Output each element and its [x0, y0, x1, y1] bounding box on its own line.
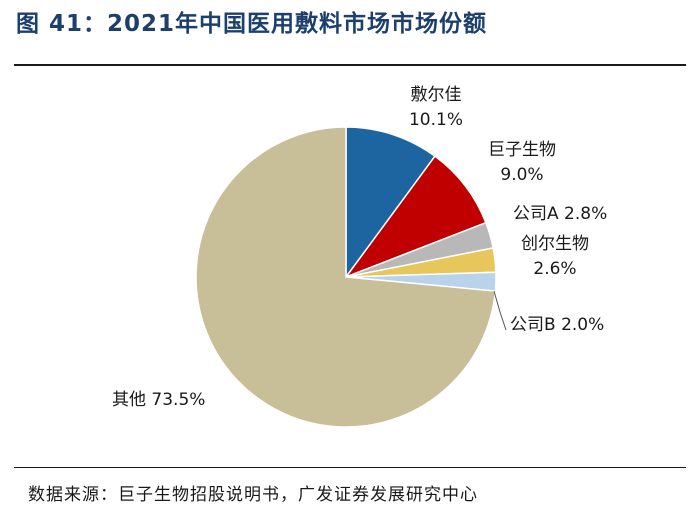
- slice-label-name: 公司A: [513, 204, 559, 224]
- slice-label-name: 创尔生物: [521, 234, 589, 254]
- slice-label-name: 公司B: [510, 315, 556, 335]
- source-note: 数据来源：巨子生物招股说明书，广发证券发展研究中心: [28, 485, 478, 505]
- title-rule: [14, 64, 686, 66]
- slice-label-name: 敷尔佳: [411, 85, 462, 105]
- slice-label-name: 巨子生物: [488, 140, 556, 160]
- source-rule: [14, 467, 686, 468]
- slice-label-value: 9.0%: [500, 165, 543, 185]
- slice-label-value: 2.6%: [533, 259, 576, 279]
- slice-label-value: 2.0%: [561, 315, 604, 335]
- slice-label: 其他 73.5%: [112, 390, 205, 410]
- pie-slice: [343, 155, 487, 279]
- slice-label: 公司B 2.0%: [510, 315, 604, 335]
- slice-label-value: 10.1%: [409, 110, 463, 130]
- slice-label-name: 其他: [112, 390, 146, 410]
- pie-slice: [195, 126, 497, 428]
- slice-label-value: 2.8%: [564, 204, 607, 224]
- leader-line: [493, 290, 507, 331]
- pie-slice: [345, 126, 436, 280]
- slice-label-value: 73.5%: [151, 390, 205, 410]
- pie-slices: [195, 126, 497, 428]
- figure-title: 图 41：2021年中国医用敷料市场市场份额: [16, 11, 488, 37]
- slice-label: 公司A 2.8%: [513, 204, 607, 224]
- leader-lines: [493, 290, 507, 331]
